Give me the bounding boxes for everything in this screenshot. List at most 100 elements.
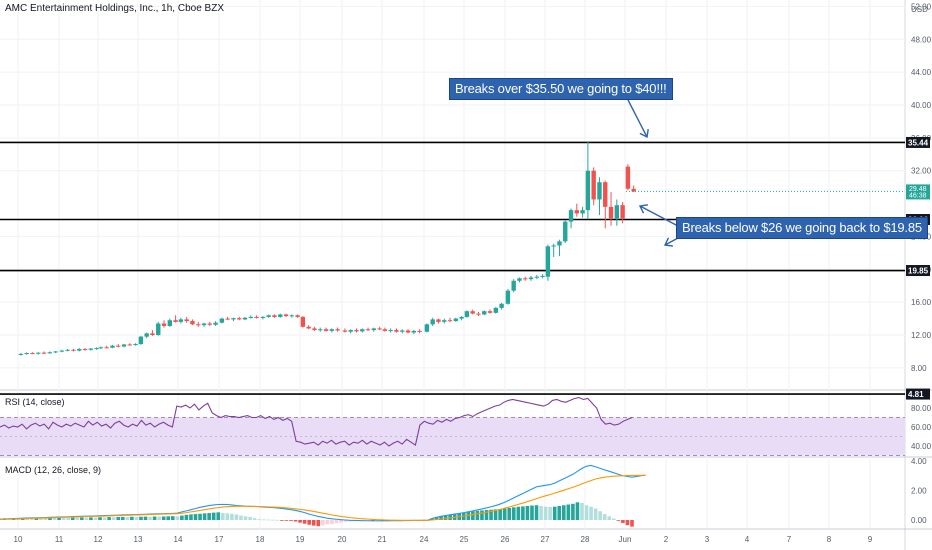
macd-histogram-bar (330, 520, 334, 525)
time-tick-label: 28 (581, 535, 590, 544)
candle-body (150, 333, 155, 335)
candle-body (36, 352, 41, 354)
signal-line (0, 474, 646, 521)
macd-histogram-bar (48, 517, 52, 520)
macd-histogram-bar (34, 517, 39, 520)
candle-body (295, 315, 300, 317)
macd-histogram-bar (625, 520, 630, 526)
macd-histogram-bar (466, 511, 471, 520)
candle-body (574, 210, 580, 214)
candle-body (335, 329, 340, 331)
level-price-tag (906, 265, 930, 277)
macd-histogram-bar (434, 517, 439, 520)
candle-body (400, 330, 405, 332)
macd-histogram-bar (234, 514, 239, 520)
macd-histogram-bar (493, 509, 498, 520)
macd-histogram-bar (130, 516, 134, 520)
annotation-breakout-note[interactable]: Breaks over $35.50 we going to $40!!! (449, 78, 673, 100)
rsi-line (0, 396, 633, 447)
macd-histogram-bar (225, 513, 230, 520)
time-tick-label: 2 (664, 535, 669, 544)
current-price-label: 29.48 (909, 186, 927, 193)
candle-body (551, 245, 556, 247)
candle-body (323, 329, 329, 331)
macd-histogram-bar (166, 516, 171, 520)
candle-body (207, 323, 213, 325)
annotation-arrow-down-head (663, 237, 674, 247)
candle-body (354, 330, 359, 332)
macd-histogram-bar (116, 517, 121, 520)
macd-histogram-bar (511, 507, 516, 520)
macd-histogram-bar (507, 507, 512, 520)
candle-body (104, 347, 109, 349)
candle-body (82, 348, 88, 350)
price-tick-label: 40.00 (911, 101, 932, 110)
candle-body (242, 317, 248, 320)
candle-body (482, 311, 487, 315)
candle-body (631, 188, 636, 192)
macd-histogram-bar (534, 505, 539, 520)
level-price-label: 4.81 (908, 390, 924, 399)
candle-body (30, 353, 35, 355)
macd-histogram-bar (566, 504, 571, 520)
macd-histogram-bar (343, 520, 348, 522)
time-tick-label: 27 (541, 535, 550, 544)
candle-body (278, 314, 283, 317)
macd-histogram-bar (516, 506, 521, 520)
macd-label: MACD (12, 26, close, 9) (5, 465, 102, 475)
candle-body (603, 182, 608, 207)
macd-histogram-bar (148, 516, 152, 520)
candle-body (219, 318, 225, 323)
candle-body (156, 323, 161, 335)
macd-histogram-bar (70, 517, 75, 520)
candle-body (133, 344, 138, 346)
macd-histogram-bar (30, 518, 34, 520)
candle-body (360, 329, 365, 332)
candle-body (459, 316, 464, 319)
time-tick-label: 24 (420, 535, 429, 544)
macd-tick-label: 0.00 (911, 516, 927, 525)
macd-histogram-bar (39, 517, 43, 520)
candle-body (138, 336, 144, 345)
macd-histogram-bar (530, 505, 534, 520)
candle-body (523, 278, 528, 280)
macd-histogram-bar (575, 502, 580, 520)
macd-histogram-bar (120, 516, 125, 520)
candle-body (625, 166, 631, 189)
time-tick-label: 4 (745, 535, 750, 544)
candle-body (77, 348, 82, 351)
time-tick-label: 12 (94, 535, 103, 544)
candle-body (225, 318, 230, 320)
candle-body (98, 347, 104, 349)
rsi-label: RSI (14, close) (5, 397, 65, 407)
macd-histogram-bar (589, 506, 593, 520)
macd-histogram-bar (593, 508, 598, 520)
candle-body (53, 351, 58, 353)
macd-histogram-bar (275, 519, 280, 521)
candle-body (464, 311, 470, 317)
candle-body (342, 330, 348, 332)
candle-body (237, 318, 242, 320)
macd-histogram-bar (284, 520, 289, 521)
macd-histogram-bar (220, 512, 225, 520)
bar-countdown-label: 46:38 (909, 192, 927, 199)
macd-histogram-bar (489, 509, 493, 520)
time-tick-label: Jun (619, 535, 632, 544)
macd-histogram-bar (316, 520, 321, 527)
annotation-breakdown-note[interactable]: Breaks below $26 we going back to $19.85 (676, 217, 928, 239)
macd-histogram-bar (321, 520, 325, 526)
macd-histogram-bar (293, 520, 298, 522)
price-tick-label: 48.00 (911, 35, 932, 44)
candle-body (272, 315, 277, 317)
macd-histogram-bar (339, 520, 343, 523)
candle-body (442, 320, 447, 322)
macd-histogram-bar (61, 517, 66, 520)
candle-body (614, 205, 620, 219)
candle-body (266, 315, 271, 317)
candle-body (394, 330, 399, 332)
currency-label: USD (911, 5, 928, 14)
macd-histogram-bar (280, 520, 284, 521)
candle-body (127, 344, 133, 346)
candle-body (65, 349, 70, 351)
macd-histogram-bar (111, 517, 116, 520)
